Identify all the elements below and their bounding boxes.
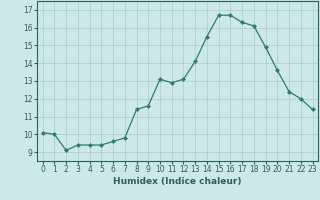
- X-axis label: Humidex (Indice chaleur): Humidex (Indice chaleur): [113, 177, 242, 186]
